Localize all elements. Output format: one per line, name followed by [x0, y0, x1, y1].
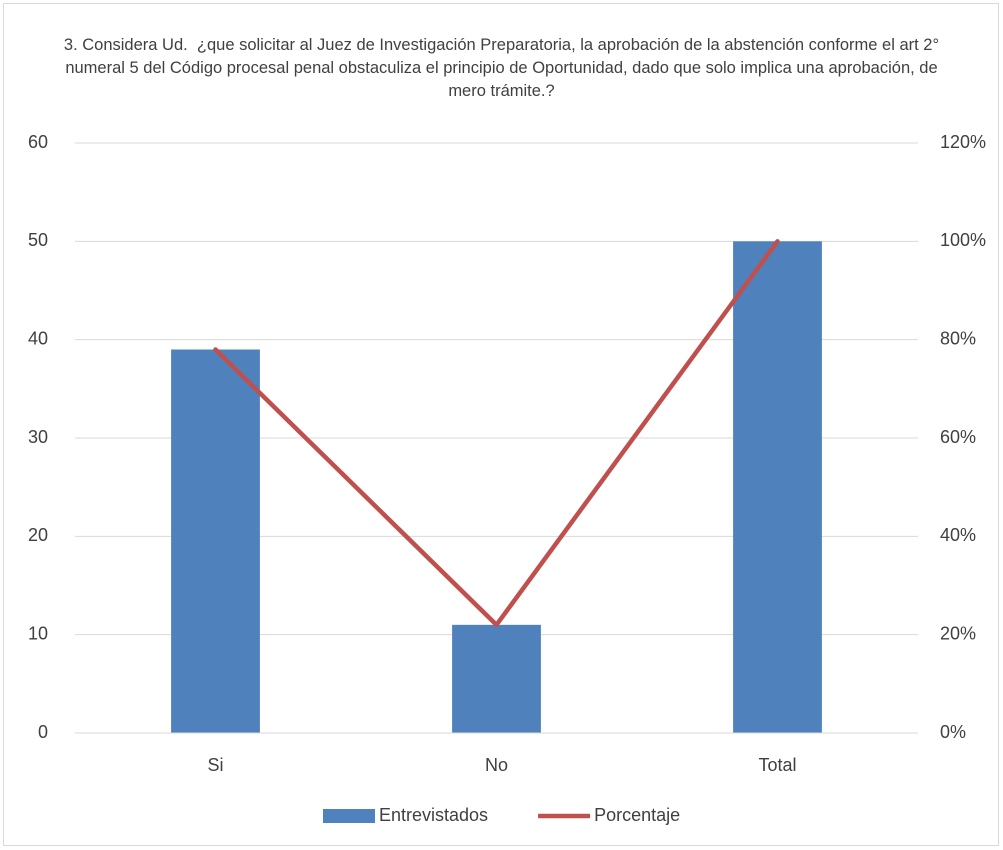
line — [213, 239, 780, 628]
legend-label: Entrevistados — [379, 805, 488, 825]
x-tick-label: No — [485, 755, 508, 775]
y-tick-label: 30 — [28, 427, 48, 447]
bar — [733, 241, 822, 734]
y2-tick-label: 60% — [940, 427, 976, 447]
y-tick-label: 10 — [28, 623, 48, 643]
y-tick-label: 20 — [28, 525, 48, 545]
y-tick-label: 0 — [38, 722, 48, 742]
legend-label: Porcentaje — [594, 805, 680, 825]
y2-tick-label: 100% — [940, 230, 986, 250]
x-tick-label: Si — [207, 755, 223, 775]
y2-tick-label: 20% — [940, 623, 976, 643]
bar — [171, 349, 260, 733]
y-tick-label: 50 — [28, 230, 48, 250]
x-tick-label: Total — [758, 755, 796, 775]
y2-tick-label: 40% — [940, 525, 976, 545]
y-tick-label: 60 — [28, 132, 48, 152]
y-tick-label: 40 — [28, 328, 48, 348]
legend-swatch — [323, 809, 375, 823]
chart-title: 3. Considera Ud. ¿que solicitar al Juez … — [63, 36, 944, 100]
bar — [452, 624, 541, 733]
y2-tick-label: 120% — [940, 132, 986, 152]
y2-tick-label: 0% — [940, 722, 966, 742]
y2-tick-label: 80% — [940, 328, 976, 348]
